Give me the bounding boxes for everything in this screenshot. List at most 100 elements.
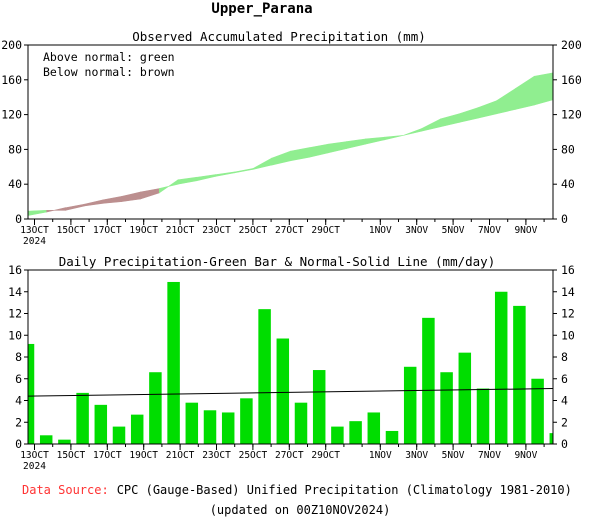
- x-tick-label: 15OCT: [57, 225, 86, 236]
- daily-bar: [203, 410, 217, 444]
- y-tick-label-left: 80: [8, 142, 22, 156]
- x-tick-label: 29OCT: [311, 450, 340, 461]
- x-tick-label: 7NOV: [478, 225, 501, 236]
- accumulated-plot-frame: [27, 44, 554, 220]
- accumulated-chart-title: Observed Accumulated Precipitation (mm): [132, 29, 426, 44]
- below-normal-segment: [102, 196, 123, 204]
- y-tick-label-right: 16: [561, 263, 575, 277]
- y-tick-label-left: 160: [1, 73, 22, 87]
- above-normal-segment: [402, 128, 423, 136]
- daily-bar: [476, 388, 490, 444]
- y-tick-label-right: 0: [561, 212, 568, 226]
- x-tick-label: 9NOV: [514, 450, 537, 461]
- x-tick-label: 25OCT: [239, 450, 268, 461]
- y-tick-label-left: 10: [8, 328, 22, 342]
- daily-bar: [112, 426, 126, 444]
- daily-bar: [549, 433, 553, 444]
- below-normal-segment: [46, 207, 66, 213]
- x-tick-label: 17OCT: [93, 450, 122, 461]
- y-tick-label-right: 120: [561, 108, 582, 122]
- x-tick-label: 1NOV: [369, 225, 392, 236]
- x-tick-label: 29OCT: [311, 225, 340, 236]
- x-tick-label: 21OCT: [166, 225, 195, 236]
- above-normal-note: Above normal: green: [43, 50, 175, 64]
- year-label: 2024: [23, 461, 46, 472]
- daily-bars: [28, 281, 553, 444]
- accumulated-fill-area: [27, 72, 554, 216]
- below-normal-note: Below normal: brown: [43, 65, 175, 79]
- above-normal-segment: [196, 174, 216, 182]
- daily-chart: Daily Precipitation-Green Bar & Normal-S…: [8, 254, 575, 472]
- daily-bar: [331, 426, 344, 444]
- below-normal-segment: [140, 188, 160, 200]
- above-normal-segment: [515, 75, 535, 110]
- above-normal-segment: [383, 135, 404, 141]
- daily-bar: [385, 430, 399, 444]
- daily-bar: [149, 372, 162, 444]
- daily-bar: [403, 366, 417, 444]
- y-tick-label-left: 120: [1, 108, 22, 122]
- daily-bar: [28, 343, 35, 444]
- x-tick-label: 27OCT: [275, 450, 304, 461]
- daily-bar: [513, 305, 526, 444]
- above-normal-segment: [271, 150, 291, 166]
- y-tick-label-left: 0: [15, 212, 22, 226]
- daily-bar: [422, 317, 435, 444]
- below-normal-segment: [121, 191, 141, 202]
- y-tick-label-right: 200: [561, 38, 582, 52]
- data-source-text: CPC (Gauge-Based) Unified Precipitation …: [117, 483, 572, 497]
- y-tick-label-left: 6: [15, 372, 22, 386]
- x-tick-label: 19OCT: [129, 450, 158, 461]
- x-tick-label: 19OCT: [129, 225, 158, 236]
- x-tick-label: 5NOV: [442, 450, 465, 461]
- x-tick-label: 23OCT: [202, 450, 231, 461]
- x-tick-label: 5NOV: [442, 225, 465, 236]
- above-normal-segment: [215, 171, 235, 177]
- daily-bar: [258, 309, 271, 444]
- y-tick-label-left: 40: [8, 177, 22, 191]
- above-normal-segment: [346, 138, 366, 149]
- x-tick-label: 7NOV: [478, 450, 501, 461]
- daily-chart-title: Daily Precipitation-Green Bar & Normal-S…: [59, 254, 496, 269]
- updated-note: (updated on 00Z10NOV2024): [210, 503, 391, 517]
- daily-bar: [167, 281, 180, 444]
- accumulated-axes: 0 0 40 40 80 80 120 120 160 160 200 200 13OCT 15OCT 17…: [1, 38, 582, 247]
- y-tick-label-right: 10: [561, 328, 575, 342]
- above-normal-segment: [27, 209, 48, 216]
- x-tick-label: 21OCT: [166, 450, 195, 461]
- y-tick-label-left: 12: [8, 307, 22, 321]
- x-tick-label: 3NOV: [405, 450, 428, 461]
- above-normal-segment: [252, 157, 273, 170]
- y-tick-label-right: 0: [561, 437, 568, 451]
- y-tick-label-left: 8: [15, 350, 22, 364]
- y-tick-label-right: 12: [561, 307, 575, 321]
- y-tick-label-right: 40: [561, 177, 575, 191]
- daily-bar: [240, 398, 253, 444]
- daily-bar: [349, 421, 362, 444]
- above-normal-segment: [308, 143, 329, 158]
- x-tick-label: 13OCT: [20, 450, 49, 461]
- x-tick-label: 17OCT: [93, 225, 122, 236]
- above-normal-segment: [177, 176, 198, 185]
- year-label: 2024: [23, 236, 46, 247]
- y-tick-label-left: 14: [8, 285, 22, 299]
- accumulated-chart: Observed Accumulated Precipitation (mm) …: [1, 29, 582, 247]
- y-tick-label-right: 160: [561, 73, 582, 87]
- y-tick-label-left: 4: [15, 394, 22, 408]
- daily-bar: [221, 412, 235, 444]
- above-normal-segment: [533, 72, 554, 106]
- above-normal-segment: [458, 107, 479, 123]
- data-source-label: Data Source:: [22, 483, 109, 497]
- daily-bar: [58, 439, 71, 444]
- daily-bar: [440, 372, 453, 444]
- daily-bar: [458, 352, 472, 444]
- above-normal-segment: [421, 118, 441, 132]
- daily-bar: [367, 412, 381, 444]
- y-tick-label-right: 14: [561, 285, 575, 299]
- daily-axes: 0 0 2 2 4 4 6 6 8 8 10 10 12 12 14 14 16 16 13OCT 15OCT 17OC…: [8, 263, 575, 472]
- data-source-line: Data Source: CPC (Gauge-Based) Unified Pr…: [22, 483, 572, 497]
- above-normal-segment: [233, 168, 254, 174]
- above-normal-segment: [327, 141, 348, 154]
- y-tick-label-right: 8: [561, 350, 568, 364]
- below-normal-segment: [65, 203, 85, 211]
